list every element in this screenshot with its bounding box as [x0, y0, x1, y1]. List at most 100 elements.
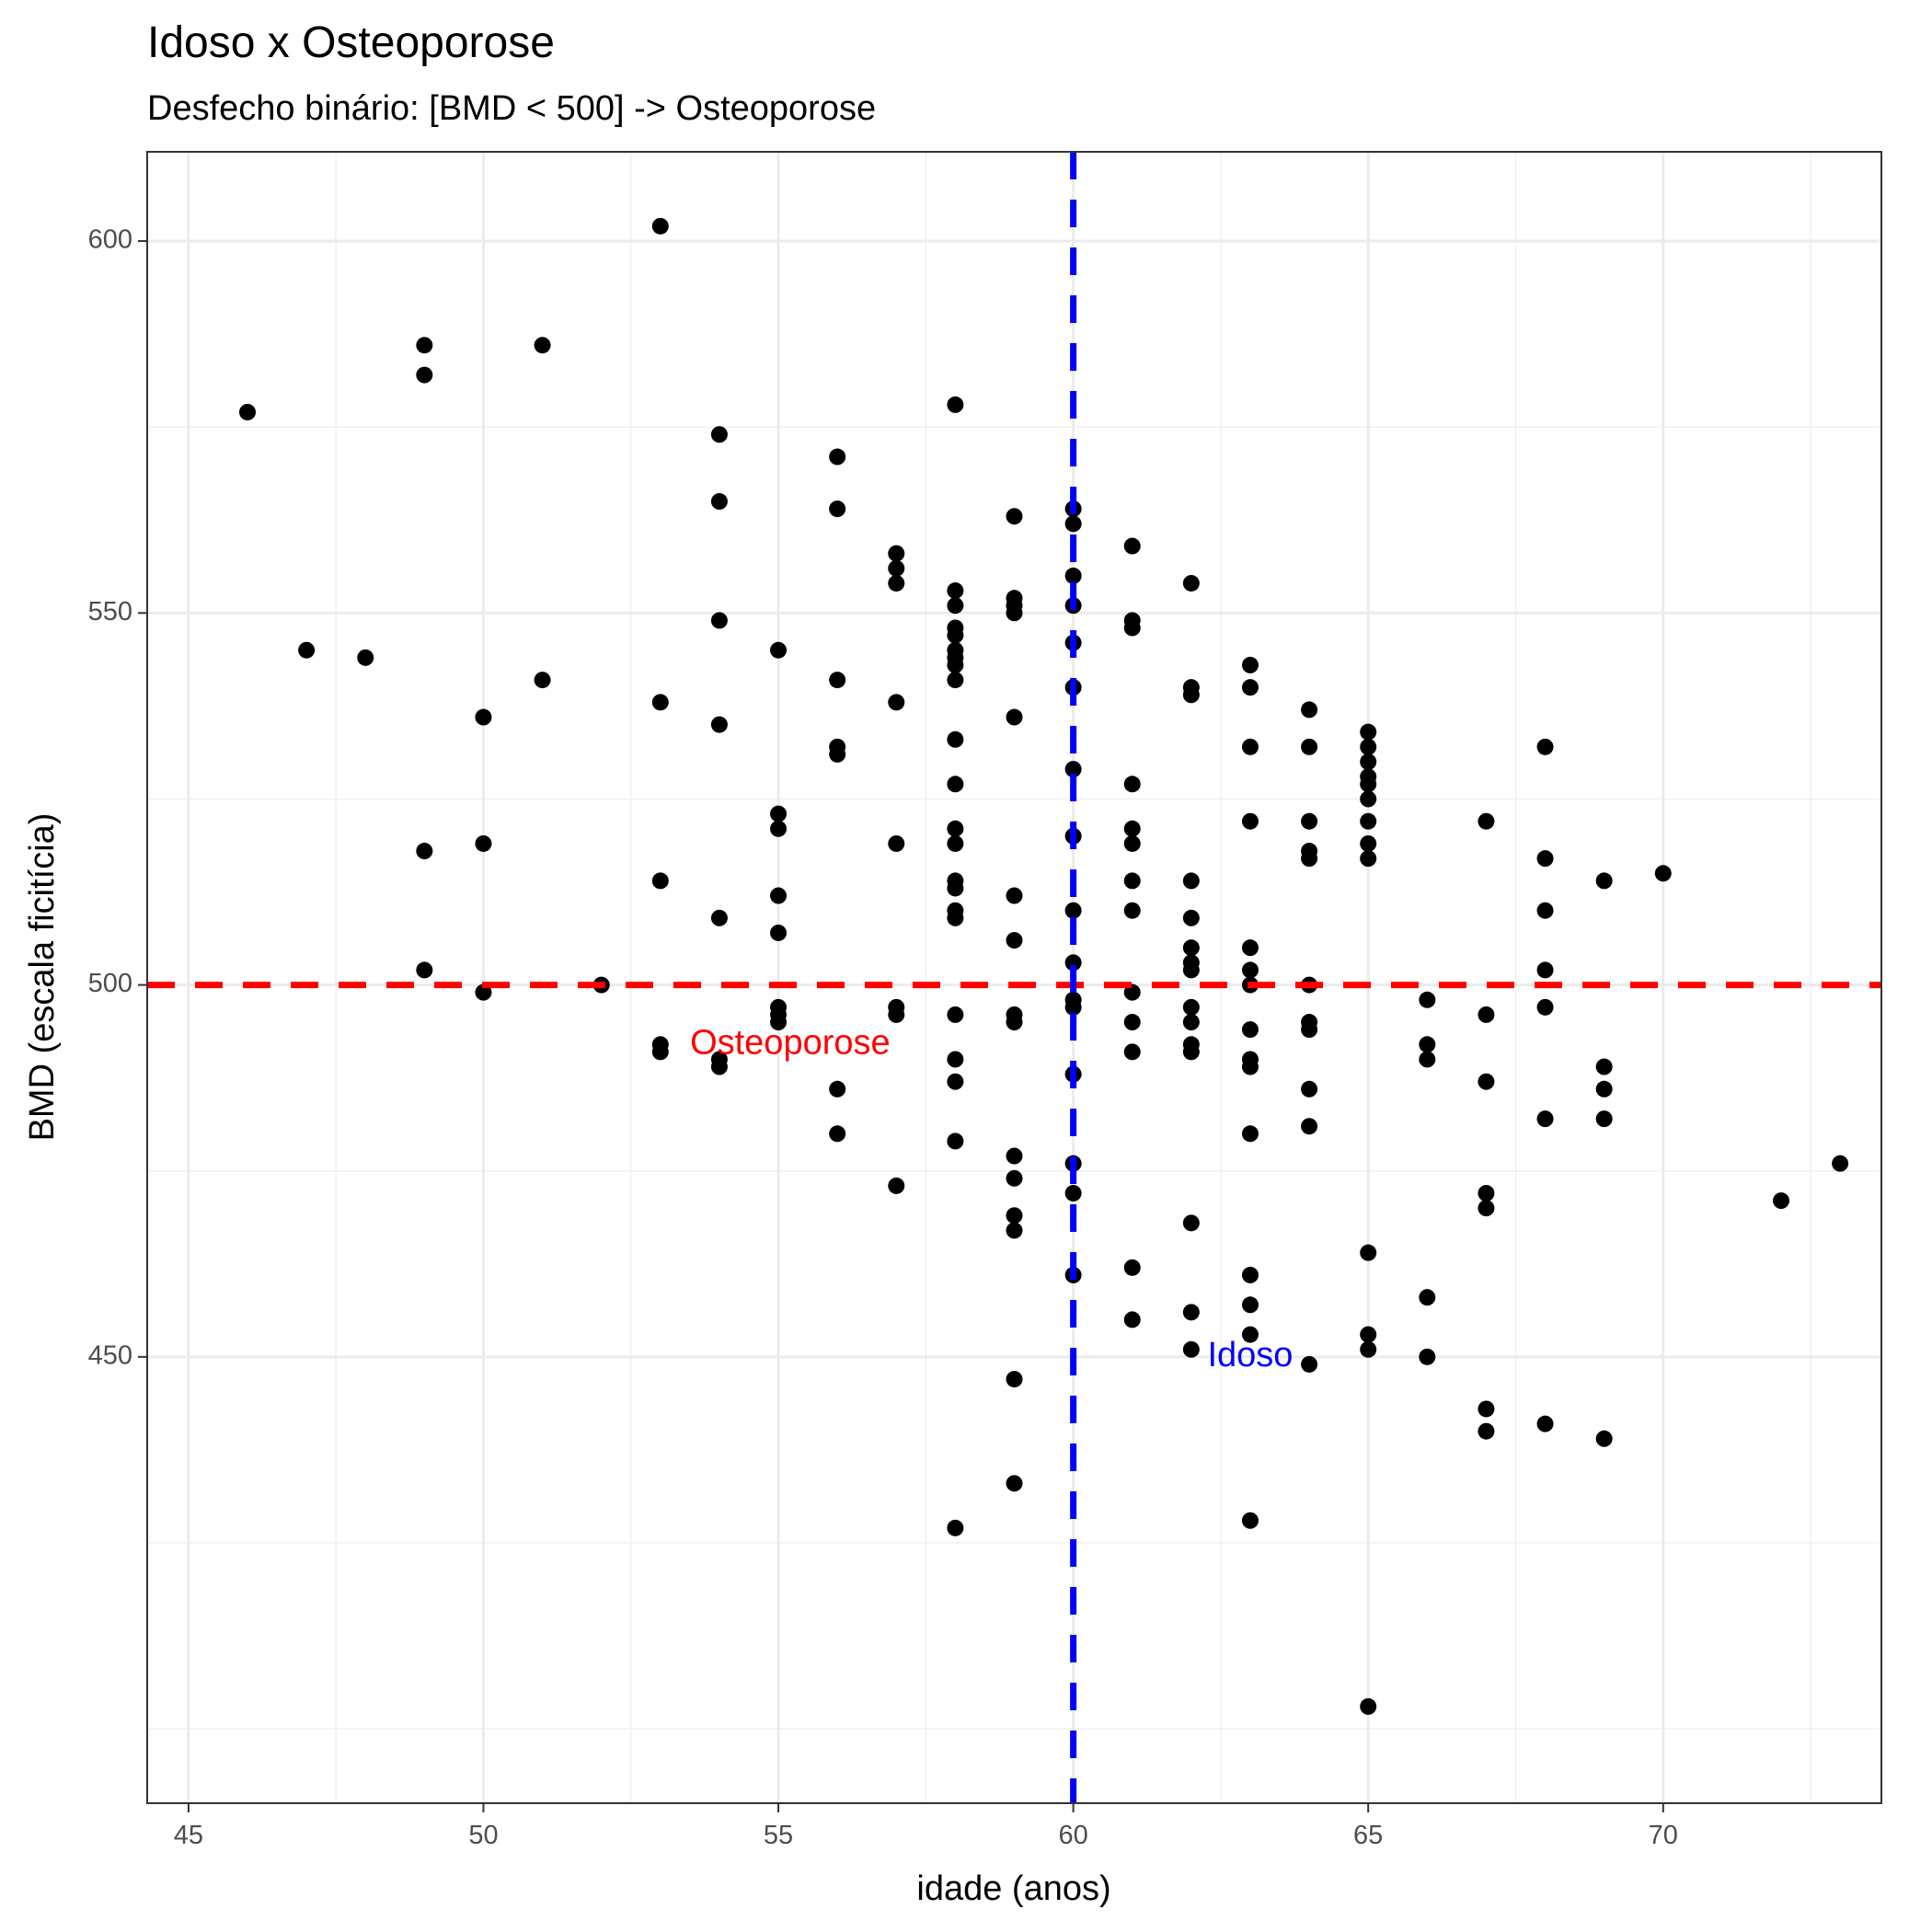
data-point — [1360, 753, 1377, 771]
data-point — [770, 820, 788, 837]
data-point — [1241, 812, 1259, 830]
data-point — [1301, 812, 1318, 830]
data-point — [770, 1014, 788, 1031]
data-point — [534, 337, 551, 354]
data-point — [1241, 656, 1259, 673]
data-point — [1006, 708, 1023, 726]
data-point — [710, 909, 728, 926]
data-point — [1241, 1266, 1259, 1283]
data-point — [710, 612, 728, 629]
data-point — [1301, 850, 1318, 868]
data-point — [888, 694, 905, 711]
data-point — [888, 1006, 905, 1023]
y-tick-label: 450 — [88, 1341, 132, 1371]
data-point — [1006, 932, 1023, 949]
data-point — [1064, 761, 1082, 778]
data-point — [357, 649, 374, 666]
data-point — [651, 217, 669, 235]
data-point — [1006, 887, 1023, 904]
data-point — [1360, 723, 1377, 741]
data-point — [888, 574, 905, 592]
annotations: Osteoporose Idoso — [690, 1023, 1293, 1374]
data-point — [1419, 991, 1436, 1008]
data-point — [888, 545, 905, 562]
chart-title: Idoso x Osteoporose — [147, 18, 555, 67]
data-point — [651, 694, 669, 711]
data-point — [1478, 1422, 1495, 1440]
data-point — [1064, 954, 1082, 972]
data-point — [1064, 515, 1082, 533]
data-point — [651, 872, 669, 890]
data-point — [1123, 983, 1141, 1001]
data-point — [1182, 939, 1200, 957]
data-point — [1241, 1058, 1259, 1075]
data-point — [770, 924, 788, 941]
data-point — [1123, 902, 1141, 919]
x-tick-label: 70 — [1649, 1821, 1678, 1850]
data-point — [1182, 872, 1200, 890]
data-point — [947, 880, 964, 897]
data-point — [1360, 1326, 1377, 1343]
data-point — [1360, 776, 1377, 793]
data-point — [947, 1519, 964, 1536]
data-point — [1536, 738, 1554, 755]
data-point — [1006, 604, 1023, 622]
data-point — [1241, 1125, 1259, 1143]
data-point — [770, 805, 788, 822]
reference-lines — [147, 152, 1881, 1803]
data-point — [1419, 1036, 1436, 1053]
data-point — [1006, 1371, 1023, 1388]
data-point — [947, 730, 964, 748]
data-point — [1182, 1043, 1200, 1061]
data-point — [1123, 619, 1141, 637]
data-point — [1478, 1073, 1495, 1090]
data-point — [1006, 1014, 1023, 1031]
data-point — [1241, 961, 1259, 979]
data-point — [1006, 1475, 1023, 1492]
data-point — [1006, 1147, 1023, 1165]
grid-lines — [147, 152, 1881, 1803]
data-point — [1360, 812, 1377, 830]
data-point — [1064, 567, 1082, 584]
data-point — [1123, 872, 1141, 890]
data-point — [1536, 998, 1554, 1016]
data-point — [1241, 1512, 1259, 1529]
data-point — [1360, 790, 1377, 808]
data-point — [1478, 1184, 1495, 1202]
data-point — [829, 1080, 846, 1098]
y-tick-label: 550 — [88, 597, 132, 627]
data-point — [1182, 574, 1200, 592]
data-point — [710, 716, 728, 733]
data-point — [947, 1073, 964, 1090]
data-point — [1064, 902, 1082, 919]
data-point — [947, 582, 964, 600]
data-point — [770, 887, 788, 904]
data-point — [1536, 902, 1554, 919]
data-point — [1595, 1080, 1613, 1098]
data-point — [829, 1125, 846, 1143]
data-point — [947, 627, 964, 644]
data-point — [1123, 537, 1141, 555]
data-point — [1064, 1184, 1082, 1202]
y-tick-label: 600 — [88, 225, 132, 255]
x-tick-label: 55 — [764, 1821, 793, 1850]
data-point — [651, 1043, 669, 1061]
data-point — [1182, 686, 1200, 704]
data-point — [1301, 701, 1318, 719]
data-point — [416, 337, 433, 354]
data-point — [1419, 1289, 1436, 1306]
data-point — [475, 834, 492, 852]
data-point — [947, 1133, 964, 1150]
data-point — [1360, 850, 1377, 868]
data-point — [1182, 961, 1200, 979]
data-point — [947, 820, 964, 837]
x-tick-label: 60 — [1058, 1821, 1087, 1850]
data-point — [1478, 1200, 1495, 1217]
data-point — [947, 656, 964, 673]
data-point — [770, 641, 788, 659]
data-point — [1006, 1169, 1023, 1187]
data-point — [475, 983, 492, 1001]
data-point — [1182, 1340, 1200, 1358]
data-point — [1241, 679, 1259, 696]
